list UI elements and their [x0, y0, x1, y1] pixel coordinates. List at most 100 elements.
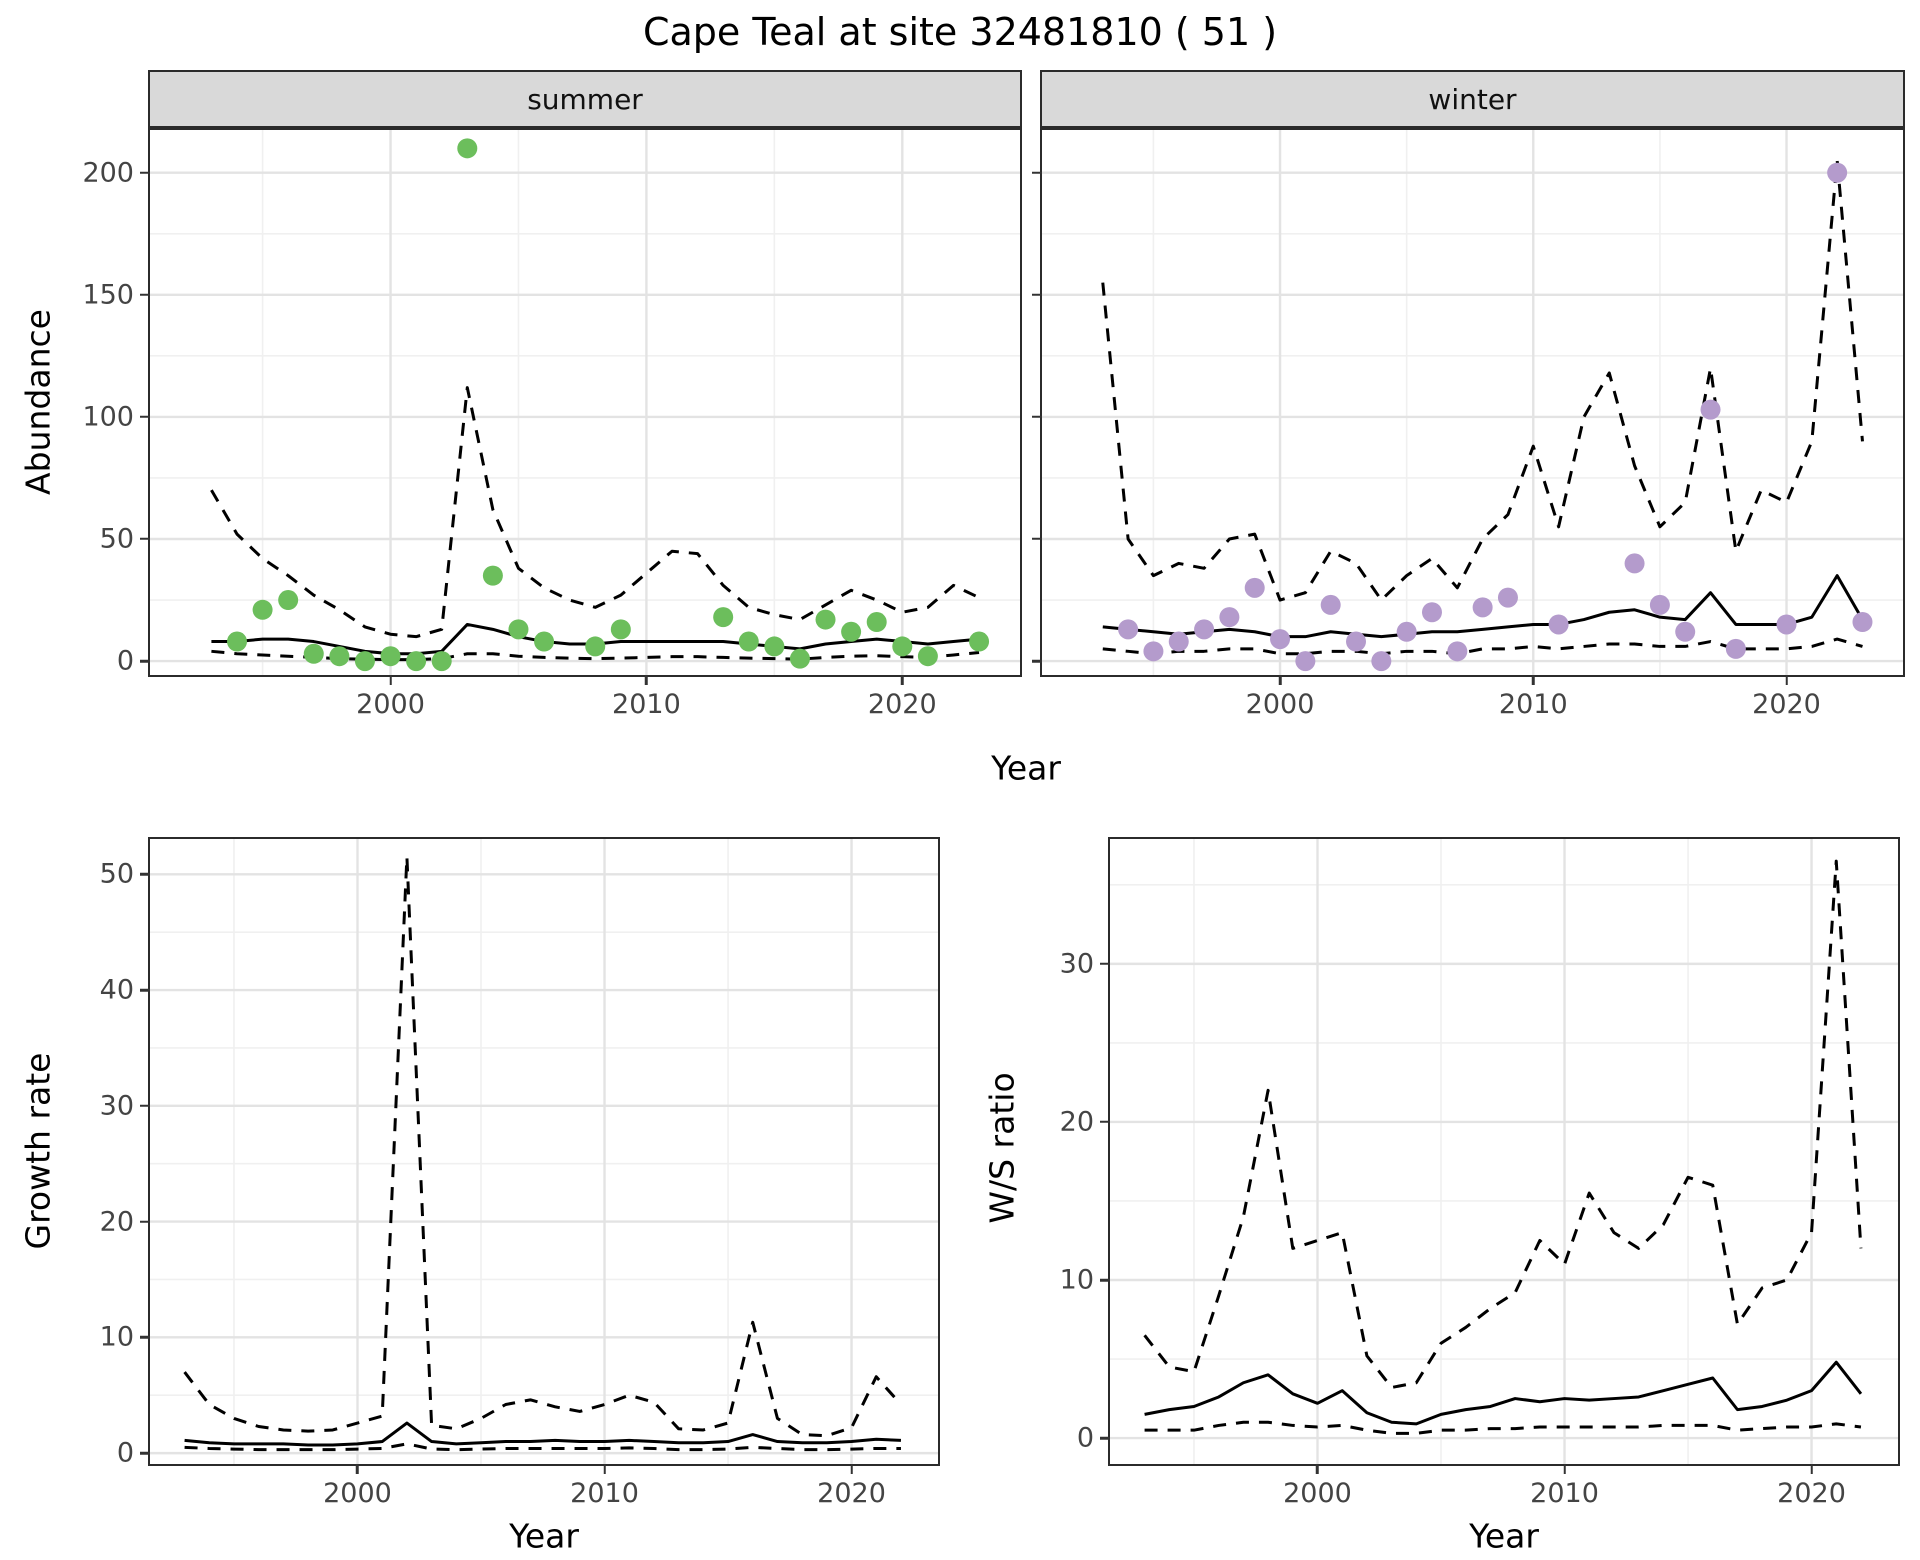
x-tick-label: 2020 [867, 689, 937, 720]
observed-point [1118, 619, 1139, 640]
y-axis-title-ws-ratio: W/S ratio [982, 1072, 1022, 1224]
observed-point [815, 609, 836, 630]
y-tick-mark [1100, 962, 1110, 966]
y-tick-mark [140, 873, 150, 876]
ci_upper-line [210, 386, 980, 639]
y-tick-label: 0 [116, 645, 134, 677]
x-tick-mark [901, 675, 904, 685]
observed-point [482, 565, 503, 586]
observed-point [1143, 641, 1164, 662]
y-tick-mark [1032, 171, 1042, 174]
observed-point [457, 138, 478, 159]
observed-point [380, 646, 401, 667]
y-tick-mark [140, 415, 150, 419]
x-tick-label: 2020 [817, 1478, 886, 1509]
x-axis-title-year-ws: Year [1469, 1516, 1539, 1556]
y-tick-mark [1032, 537, 1042, 541]
observed-point [1346, 631, 1367, 652]
observed-point [1827, 162, 1848, 183]
ci_lower-line [1102, 637, 1863, 656]
panel-abundance-summer: 2000 2010 2020 0 50 100 150 200 [82, 128, 1022, 720]
y-tick-label: 200 [82, 157, 134, 189]
y-tick-label: 50 [99, 858, 134, 890]
observed-point [1447, 641, 1468, 662]
y-tick-mark [140, 1104, 150, 1108]
x-tick-mark [1785, 675, 1788, 685]
x-tick-mark [603, 1464, 606, 1474]
ci_upper-line [1101, 159, 1864, 602]
observed-point [227, 631, 247, 652]
observed-point [1168, 631, 1189, 652]
observed-point [1700, 399, 1721, 420]
y-tick-label: 10 [99, 1321, 134, 1353]
facet-strip-winter-label: winter [1428, 82, 1517, 116]
y-tick-mark [1100, 1436, 1110, 1440]
facet-strip-summer: summer [148, 70, 1022, 128]
observed-point [1675, 621, 1696, 642]
y-tick-label: 10 [1059, 1264, 1094, 1296]
y-tick-label: 0 [1076, 1422, 1094, 1454]
fit-line [1102, 574, 1864, 639]
observed-point [1852, 612, 1873, 633]
observed-point [1295, 651, 1316, 672]
observed-point [1497, 587, 1518, 608]
x-tick-mark [1316, 1464, 1319, 1474]
y-tick-label: 100 [82, 401, 134, 433]
x-tick-mark [850, 1464, 853, 1474]
observed-point [1244, 577, 1265, 598]
x-axis-title-year-top: Year [991, 748, 1061, 788]
x-tick-label: 2010 [1498, 689, 1568, 720]
observed-point [585, 636, 606, 657]
y-tick-label: 20 [99, 1206, 134, 1238]
observed-point [329, 646, 350, 667]
y-tick-label: 150 [82, 279, 134, 311]
x-tick-label: 2000 [323, 1478, 392, 1509]
observed-point [1371, 651, 1392, 672]
x-tick-label: 2000 [1245, 689, 1315, 720]
chart-surface [150, 839, 938, 1464]
observed-point [764, 636, 785, 657]
y-tick-label: 40 [99, 974, 134, 1006]
observed-point [610, 619, 631, 640]
fit-line [1144, 1360, 1863, 1426]
y-tick-mark [140, 1336, 150, 1339]
x-tick-mark [645, 675, 648, 685]
panel-growth-rate: 2000 2010 2020 0 10 20 30 40 50 [100, 837, 940, 1509]
ci_lower-line [1144, 1420, 1862, 1435]
x-axis-title-year-growth: Year [509, 1516, 579, 1556]
x-tick-label: 2000 [1283, 1478, 1352, 1509]
y-tick-label: 30 [1059, 948, 1094, 980]
y-tick-mark [1032, 415, 1042, 419]
observed-point [534, 631, 555, 652]
y-tick-mark [140, 1220, 150, 1223]
observed-point [892, 636, 913, 657]
panel-ws-ratio: 2000 2010 2020 0 10 20 30 [1060, 837, 1900, 1509]
y-tick-mark [1100, 1120, 1110, 1124]
x-tick-mark [389, 675, 392, 685]
observed-point [713, 607, 734, 628]
observed-point [303, 643, 324, 664]
x-tick-label: 2020 [1777, 1478, 1846, 1509]
x-tick-mark [1563, 1464, 1566, 1474]
observed-point [1219, 607, 1240, 628]
observed-point [431, 651, 452, 672]
observed-point [406, 651, 427, 672]
observed-point [1649, 594, 1670, 615]
x-tick-mark [1810, 1464, 1813, 1474]
observed-point [252, 599, 273, 620]
x-tick-mark [1278, 675, 1282, 685]
x-tick-mark [1532, 675, 1535, 685]
observed-point [1320, 594, 1341, 615]
y-tick-mark [140, 293, 150, 297]
y-tick-mark [1032, 293, 1042, 297]
observed-point [1776, 614, 1797, 635]
y-tick-label: 50 [99, 523, 134, 555]
observed-point [1472, 597, 1493, 618]
x-tick-mark [356, 1464, 359, 1474]
y-tick-mark [140, 171, 150, 174]
observed-point [789, 648, 810, 669]
y-tick-label: 20 [1059, 1106, 1094, 1138]
y-tick-label: 0 [116, 1437, 134, 1469]
observed-point [841, 621, 862, 642]
